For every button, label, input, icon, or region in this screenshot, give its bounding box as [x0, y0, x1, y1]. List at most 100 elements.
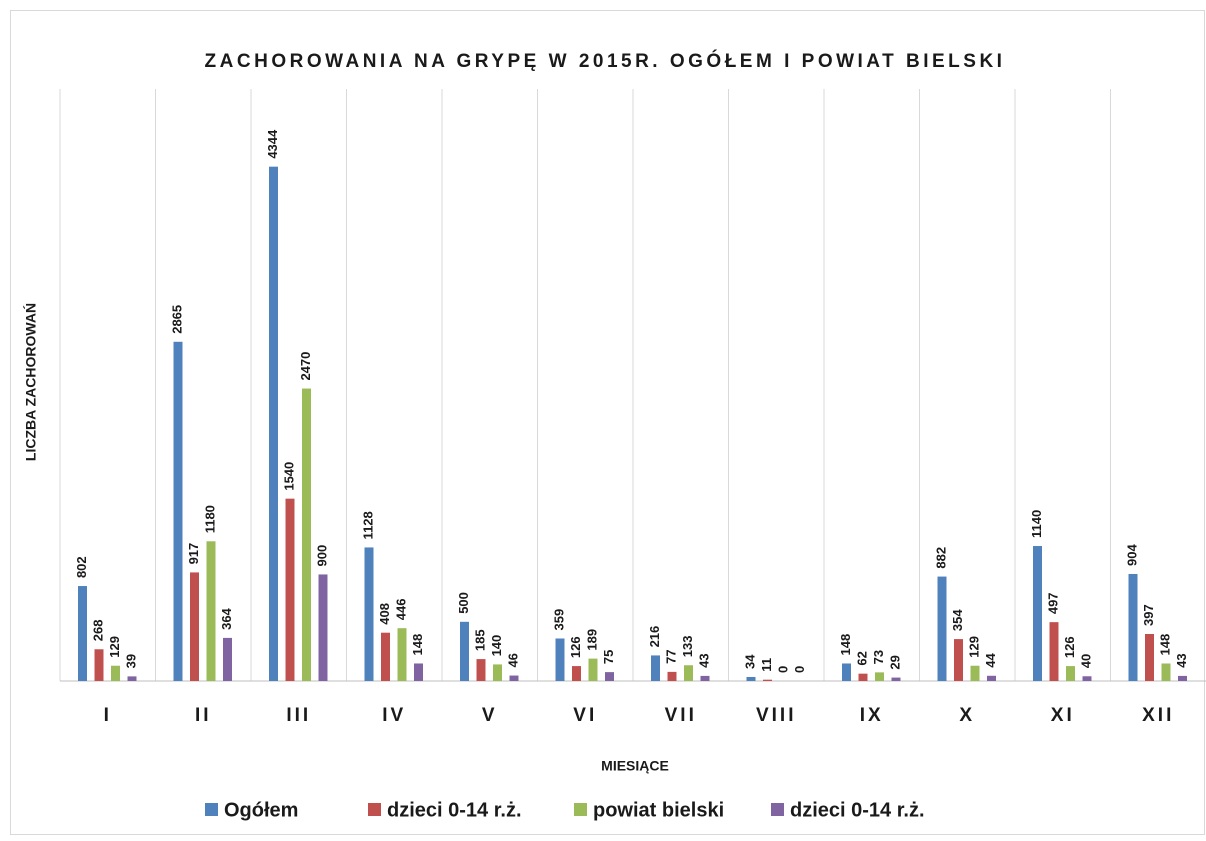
bar: [954, 639, 963, 681]
bar: [858, 673, 868, 681]
bar: [875, 672, 884, 681]
chart-title: ZACHOROWANIA NA GRYPĘ W 2015R. OGÓŁEM I …: [205, 50, 1006, 72]
data-label: 354: [950, 609, 965, 631]
data-label: 900: [314, 545, 329, 567]
data-label: 75: [601, 650, 616, 664]
data-label: 4344: [265, 129, 280, 159]
data-label: 126: [568, 636, 583, 658]
data-label: 140: [489, 635, 504, 657]
bar: [970, 665, 980, 681]
data-label: 904: [1124, 544, 1139, 566]
bar: [318, 574, 328, 681]
bar: [173, 341, 183, 681]
y-axis-title: LICZBA ZACHOROWAŃ: [23, 303, 39, 461]
bar: [651, 655, 660, 681]
data-label: 364: [219, 607, 234, 629]
chart-border: [10, 10, 1205, 835]
bar: [285, 498, 295, 681]
bar: [763, 679, 772, 681]
bar: [684, 665, 693, 681]
data-label: 917: [186, 543, 201, 565]
legend-swatch: [368, 803, 381, 816]
data-label: 11: [759, 658, 774, 672]
bar: [572, 666, 581, 681]
data-label: 1140: [1029, 510, 1044, 538]
bar: [588, 658, 598, 681]
data-label: 43: [696, 653, 711, 667]
x-axis-title: MIESIĄCE: [601, 758, 669, 774]
bar: [1066, 666, 1075, 681]
legend-label: powiat bielski: [593, 799, 724, 821]
bar: [460, 621, 469, 681]
data-label: 29: [887, 655, 902, 669]
data-label: 34: [742, 654, 757, 669]
bar: [746, 676, 756, 681]
bar: [1128, 573, 1138, 681]
x-tick-label: X: [959, 705, 975, 726]
bar: [223, 637, 232, 681]
bar: [987, 675, 996, 681]
data-label: 882: [933, 547, 948, 569]
data-label: 189: [584, 629, 599, 651]
data-label: 397: [1141, 604, 1156, 626]
bar: [509, 675, 519, 681]
data-label: 40: [1078, 654, 1093, 668]
data-label: 0: [775, 666, 790, 673]
bar: [302, 388, 311, 681]
data-label: 1128: [360, 511, 375, 539]
data-label: 2865: [169, 305, 184, 334]
legend-label: dzieci 0-14 r.ż.: [387, 799, 522, 821]
data-label: 129: [966, 636, 981, 658]
data-label: 1180: [202, 505, 217, 533]
x-tick-label: VIII: [756, 705, 797, 726]
data-label: 185: [472, 629, 487, 651]
bar: [127, 676, 137, 681]
data-label: 43: [1174, 653, 1189, 667]
bar: [364, 547, 374, 681]
bar: [1145, 633, 1154, 681]
data-label: 126: [1062, 636, 1077, 658]
x-tick-label: IX: [860, 705, 884, 726]
data-label: 500: [456, 592, 471, 614]
bar: [493, 664, 502, 681]
data-label: 2470: [298, 352, 313, 381]
x-tick-label: XI: [1051, 705, 1075, 726]
bar: [1161, 663, 1171, 681]
data-label: 73: [871, 650, 886, 664]
bar: [555, 638, 565, 681]
x-tick-label: I: [104, 705, 112, 726]
bar: [381, 632, 390, 681]
bar: [700, 675, 710, 681]
data-label: 268: [90, 620, 105, 642]
bar: [206, 541, 216, 681]
bar: [476, 659, 486, 681]
x-tick-label: VII: [665, 705, 697, 726]
bar: [1049, 622, 1059, 681]
data-label: 408: [377, 603, 392, 625]
bar: [78, 586, 87, 681]
bar: [94, 649, 104, 681]
data-label: 44: [983, 653, 998, 668]
data-label: 39: [123, 654, 138, 668]
bar: [190, 572, 199, 681]
data-label: 802: [74, 556, 89, 578]
data-label: 46: [505, 653, 520, 667]
data-label: 133: [680, 636, 695, 658]
data-label: 148: [838, 634, 853, 656]
x-tick-label: V: [482, 705, 498, 726]
legend-swatch: [574, 803, 587, 816]
bar: [269, 166, 278, 681]
bar: [1082, 676, 1092, 681]
legend-swatch: [771, 803, 784, 816]
bar: [937, 576, 947, 681]
x-tick-label: III: [286, 705, 311, 726]
bar: [1178, 675, 1187, 681]
x-tick-label: II: [195, 705, 212, 726]
legend-label: dzieci 0-14 r.ż.: [790, 799, 925, 821]
bar: [605, 672, 614, 681]
bar: [667, 671, 677, 681]
data-label: 216: [647, 626, 662, 648]
data-label: 1540: [281, 462, 296, 491]
bar: [414, 663, 423, 681]
bar: [397, 628, 407, 681]
